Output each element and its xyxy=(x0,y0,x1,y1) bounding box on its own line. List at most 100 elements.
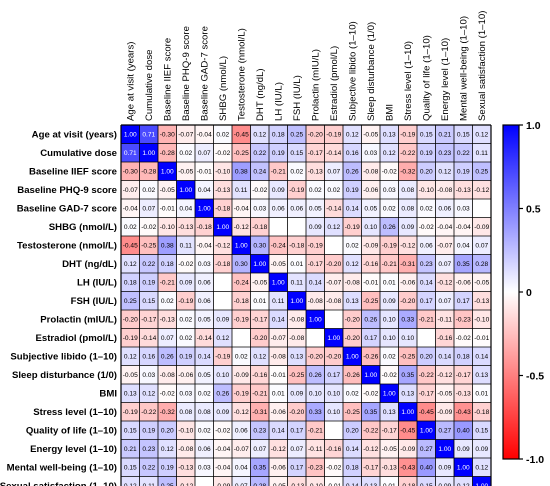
heatmap-cell xyxy=(454,217,473,236)
heatmap-cell xyxy=(287,310,306,329)
cell-value-label: -0.20 xyxy=(326,354,341,361)
cell-value-label: -0.21 xyxy=(382,261,397,268)
cell-value-label: -0.08 xyxy=(326,298,341,305)
row-label: Subjective libido (1–10) xyxy=(10,352,117,363)
cell-value-label: 0.28 xyxy=(475,261,488,268)
cell-value-label: 0.19 xyxy=(272,150,285,157)
heatmap-cells: 1.00 0.71 -0.30 -0.07 -0.04 0.02 -0.45 0.12 0.18… xyxy=(121,125,491,486)
cell-value-label: -0.13 xyxy=(178,465,193,472)
cell-value-label: 0.28 xyxy=(253,483,266,486)
cell-value-label: -0.20 xyxy=(289,409,304,416)
heatmap-cell xyxy=(343,402,362,421)
heatmap-cell xyxy=(324,254,343,273)
cell-value-label: 0.09 xyxy=(272,187,285,194)
heatmap-cell xyxy=(435,458,454,477)
cell-value-label: 1.00 xyxy=(198,206,211,213)
heatmap-cell xyxy=(232,458,251,477)
cell-value-label: 1.00 xyxy=(420,428,433,435)
cell-value-label: 0.06 xyxy=(438,206,451,213)
heatmap-cell xyxy=(195,384,214,403)
cell-value-label: 0.09 xyxy=(475,446,488,453)
cell-value-label: -0.18 xyxy=(197,224,212,231)
cell-value-label: -0.20 xyxy=(123,317,138,324)
heatmap-cell xyxy=(121,476,140,486)
heatmap-cell xyxy=(121,365,140,384)
heatmap-cell xyxy=(435,217,454,236)
heatmap-cell xyxy=(287,273,306,292)
cell-value-label: -0.01 xyxy=(474,335,489,342)
heatmap-cell xyxy=(232,143,251,162)
row-label: Mental well-being (1–10) xyxy=(7,463,117,474)
heatmap-cell xyxy=(324,439,343,458)
cell-value-label: -0.07 xyxy=(326,280,341,287)
heatmap-cell xyxy=(287,402,306,421)
cell-value-label: 0.09 xyxy=(216,317,229,324)
cell-value-label: 0.02 xyxy=(346,391,359,398)
heatmap-cell xyxy=(176,217,195,236)
heatmap-cell xyxy=(213,273,232,292)
cell-value-label: 0.02 xyxy=(216,132,229,139)
heatmap-cell xyxy=(306,143,325,162)
cell-value-label: -0.05 xyxy=(123,372,138,379)
cell-value-label: -0.10 xyxy=(160,224,175,231)
cell-value-label: 0.13 xyxy=(124,391,137,398)
heatmap-cell xyxy=(343,199,362,218)
cell-value-label: 0.02 xyxy=(161,298,174,305)
cell-value-label: 0.38 xyxy=(235,169,248,176)
cell-value-label: -0.23 xyxy=(456,317,471,324)
heatmap-cell xyxy=(269,402,288,421)
heatmap-cell xyxy=(250,365,269,384)
heatmap-cell xyxy=(306,217,325,236)
heatmap-cell xyxy=(121,384,140,403)
heatmap-cell xyxy=(121,273,140,292)
cell-value-label: 0.01 xyxy=(272,391,285,398)
cell-value-label: 0.16 xyxy=(142,354,155,361)
cell-value-label: -0.45 xyxy=(123,243,138,250)
heatmap-cell xyxy=(398,162,417,181)
heatmap-cell xyxy=(195,125,214,144)
heatmap-cell xyxy=(324,365,343,384)
heatmap-cell xyxy=(213,310,232,329)
cell-value-label: 0.14 xyxy=(309,280,322,287)
cell-value-label: 0.35 xyxy=(253,465,266,472)
row-label: Energy level (1–10) xyxy=(30,444,117,455)
heatmap-cell xyxy=(417,236,436,255)
heatmap-grid xyxy=(120,124,492,486)
heatmap-cell xyxy=(287,291,306,310)
cell-value-label: -0.11 xyxy=(308,446,323,453)
cell-value-label: -0.10 xyxy=(308,483,323,486)
cell-value-label: 0.40 xyxy=(420,465,433,472)
cell-value-label: -0.12 xyxy=(474,187,489,194)
heatmap-cell xyxy=(398,365,417,384)
heatmap-cell xyxy=(269,199,288,218)
cell-value-label: -0.05 xyxy=(271,261,286,268)
cell-value-label: 0.23 xyxy=(253,428,266,435)
cell-value-label: -0.08 xyxy=(363,169,378,176)
heatmap-cell xyxy=(324,347,343,366)
cell-value-label: -0.04 xyxy=(197,243,212,250)
cell-value-label: 1.00 xyxy=(401,409,414,416)
cell-value-label: -0.14 xyxy=(197,335,212,342)
cell-value-label: -0.16 xyxy=(252,372,267,379)
heatmap-cell xyxy=(454,254,473,273)
heatmap-cell xyxy=(287,254,306,273)
heatmap-cell xyxy=(435,439,454,458)
heatmap-cell xyxy=(417,365,436,384)
cell-value-label: 0.21 xyxy=(438,132,451,139)
cell-value-label: -0.25 xyxy=(141,243,156,250)
cell-value-label: 1.00 xyxy=(327,335,340,342)
heatmap-cell xyxy=(398,310,417,329)
cell-value-label: 1.00 xyxy=(253,261,266,268)
heatmap-cell xyxy=(195,236,214,255)
heatmap-cell xyxy=(232,236,251,255)
heatmap-cell xyxy=(250,162,269,181)
cell-value-label: 0.01 xyxy=(383,483,396,486)
heatmap-cell xyxy=(139,162,158,181)
heatmap-cell xyxy=(176,458,195,477)
heatmap-cell xyxy=(435,143,454,162)
heatmap-cell xyxy=(417,347,436,366)
heatmap-cell xyxy=(121,458,140,477)
cell-value-label: 0.10 xyxy=(327,409,340,416)
heatmap-cell xyxy=(213,236,232,255)
cell-value-label: -0.25 xyxy=(363,298,378,305)
